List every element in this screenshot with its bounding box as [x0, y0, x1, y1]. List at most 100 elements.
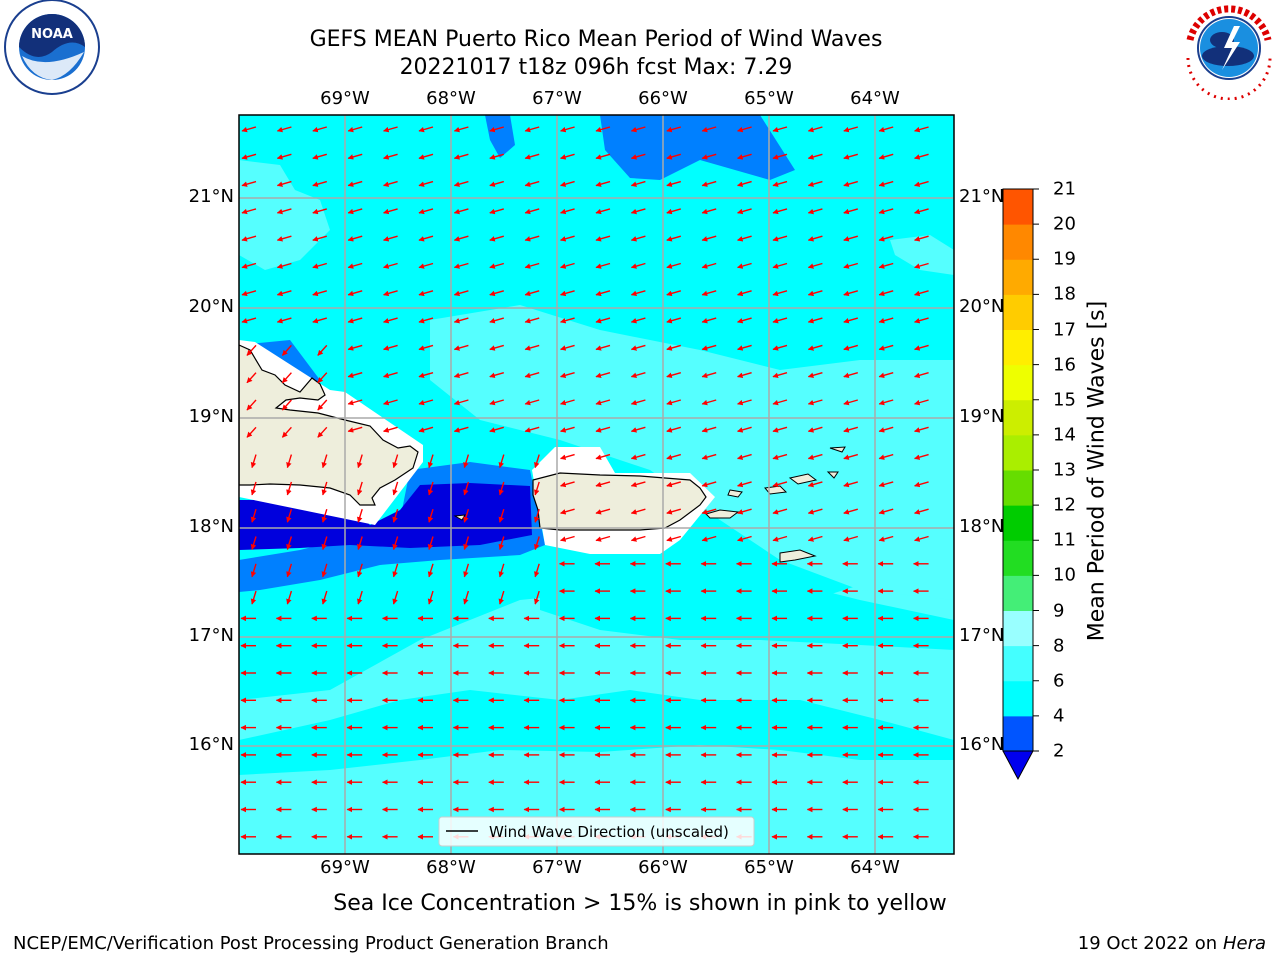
wind-wave-arrow: [241, 180, 257, 187]
wind-wave-arrow: [737, 317, 752, 324]
wind-wave-arrow: [357, 508, 363, 523]
wind-wave-arrow: [312, 235, 327, 242]
wind-wave-arrow: [878, 180, 894, 187]
wind-wave-arrow: [560, 426, 575, 433]
wind-wave-arrow: [701, 290, 717, 297]
wind-wave-arrow: [534, 590, 540, 605]
wind-wave-arrow: [321, 481, 328, 496]
wind-wave-arrow: [453, 262, 469, 269]
lon-label-bottom: 68°W: [426, 857, 476, 878]
lat-label-right: 18°N: [959, 516, 1005, 537]
wind-wave-arrow: [534, 508, 540, 523]
sea-ice-note: Sea Ice Concentration > 15% is shown in …: [333, 891, 947, 916]
wind-wave-arrow: [383, 317, 398, 324]
wind-wave-arrow: [595, 235, 611, 242]
wind-wave-arrow: [772, 481, 788, 488]
lon-label-bottom: 66°W: [638, 857, 688, 878]
gridlines: [239, 115, 954, 854]
lat-label-left: 20°N: [188, 296, 234, 317]
wind-wave-arrow: [317, 426, 328, 438]
wind-wave-arrow: [312, 153, 327, 160]
wind-wave-arrow: [807, 535, 823, 542]
lon-label-bottom: 64°W: [850, 857, 900, 878]
wind-wave-arrow: [666, 344, 681, 351]
wind-wave-arrow: [595, 208, 611, 215]
footer-date-text: 19 Oct 2022 on: [1077, 933, 1223, 954]
wind-wave-arrow: [489, 344, 504, 351]
wind-wave-arrow: [737, 535, 752, 542]
wind-wave-arrow: [560, 180, 575, 187]
lon-label-top: 65°W: [744, 88, 794, 109]
wind-wave-arrow: [878, 126, 894, 133]
colorbar-segment: [1003, 189, 1033, 225]
wind-wave-arrow: [772, 126, 788, 133]
colorbar-tick-label: 20: [1053, 213, 1076, 235]
colorbar-segment: [1003, 575, 1033, 611]
colorbar-extend-triangle: [1002, 750, 1034, 781]
wind-wave-arrow: [453, 180, 469, 187]
wind-wave-arrow: [843, 344, 858, 351]
wind-wave-arrow: [843, 481, 858, 488]
lat-label-left: 21°N: [188, 186, 234, 207]
wind-wave-arrow: [241, 153, 257, 160]
wind-wave-arrow: [560, 262, 575, 269]
wind-wave-arrow: [418, 426, 434, 433]
wind-wave-arrow: [281, 372, 292, 384]
lat-label-right: 19°N: [959, 406, 1005, 427]
wind-wave-arrow: [241, 290, 257, 297]
wind-wave-arrow: [418, 180, 434, 187]
wind-wave-arrow: [383, 126, 398, 133]
wind-wave-arrow: [489, 372, 504, 379]
wind-wave-arrow: [347, 399, 363, 406]
wind-wave-arrow: [312, 126, 327, 133]
colorbar-tick-label: 8: [1053, 635, 1065, 657]
colorbar-segment: [1003, 364, 1033, 401]
wind-wave-arrow: [453, 126, 469, 133]
wind-wave-arrow: [498, 508, 505, 523]
wind-wave-arrow: [878, 290, 894, 297]
wind-wave-arrow: [524, 180, 540, 187]
wind-wave-arrow: [463, 481, 470, 496]
wind-wave-arrow: [807, 208, 823, 215]
wind-wave-arrow: [489, 235, 504, 242]
wind-wave-arrow: [701, 317, 717, 324]
wind-wave-arrow: [630, 317, 646, 324]
wind-wave-arrow: [772, 180, 788, 187]
lon-label-top: 68°W: [426, 88, 476, 109]
wind-wave-arrow: [878, 453, 894, 460]
wind-wave-arrow: [595, 481, 611, 488]
wind-wave-arrow: [524, 426, 540, 433]
wind-wave-arrow: [317, 399, 328, 411]
wind-wave-arrow: [630, 372, 646, 379]
footer-machine: Hera: [1222, 933, 1266, 954]
colorbar-tick-label: 9: [1053, 600, 1065, 621]
wind-wave-arrow: [807, 290, 823, 297]
wind-wave-arrow: [701, 153, 717, 160]
wind-wave-arrow: [418, 126, 434, 133]
wind-wave-arrow: [347, 426, 363, 433]
wind-wave-arrow: [250, 481, 257, 496]
wind-wave-arrow: [489, 399, 504, 406]
wind-wave-arrow: [560, 208, 575, 215]
wind-wave-arrow: [737, 153, 752, 160]
colorbar-tick-label: 14: [1053, 424, 1076, 446]
wind-wave-arrow: [737, 344, 752, 351]
wind-wave-arrow: [878, 262, 894, 269]
wind-wave-arrow: [498, 563, 505, 578]
wind-wave-arrow: [463, 563, 470, 578]
wind-wave-arrow: [878, 372, 894, 379]
wind-wave-arrow: [453, 399, 469, 406]
colorbar-segment: [1003, 470, 1033, 506]
wind-wave-arrow: [453, 153, 469, 160]
wind-wave-arrow: [276, 126, 292, 133]
wind-wave-arrow: [453, 317, 469, 324]
wind-wave-arrow: [453, 426, 469, 433]
wind-wave-arrow: [595, 317, 611, 324]
wind-wave-arrow: [250, 536, 257, 551]
wind-wave-arrow: [524, 372, 540, 379]
wind-wave-arrow: [843, 262, 858, 269]
wind-wave-arrow: [392, 590, 399, 605]
wind-wave-arrow: [347, 262, 363, 269]
wind-wave-arrow: [595, 453, 611, 460]
nws-logo: [1183, 2, 1275, 100]
